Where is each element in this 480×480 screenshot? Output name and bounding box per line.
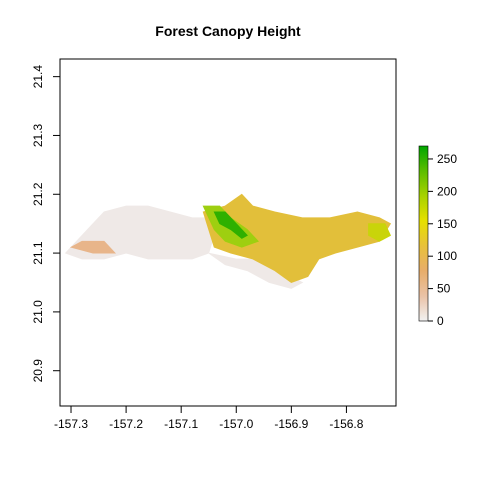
y-tick-label: 21.2 (31, 182, 45, 206)
region-central-tall-forest (213, 211, 248, 239)
legend-tick-label: 0 (437, 314, 444, 328)
x-tick-label: -157.0 (219, 417, 253, 431)
y-tick-label: 21.0 (31, 300, 45, 324)
y-tick-label: 21.3 (31, 123, 45, 147)
legend-tick-label: 100 (437, 249, 457, 263)
legend-tick-label: 50 (437, 282, 451, 296)
legend-tick-label: 250 (437, 152, 457, 166)
x-tick-label: -156.9 (274, 417, 308, 431)
legend-tick-label: 150 (437, 217, 457, 231)
color-legend: 0 50 100 150 200 250 (418, 145, 457, 328)
legend-ticks: 0 50 100 150 200 250 (428, 152, 457, 328)
y-tick-label: 21.4 (31, 65, 45, 89)
legend-tick-label: 200 (437, 184, 457, 198)
x-tick-label: -157.2 (109, 417, 143, 431)
region-central-low (208, 252, 304, 289)
x-tick-label: -157.3 (54, 417, 88, 431)
region-southwest-scrub (69, 240, 117, 254)
region-east-forest (368, 223, 392, 242)
x-axis: -157.3 -157.2 -157.1 -157.0 -156.9 -156.8 (54, 406, 364, 431)
x-tick-label: -157.1 (164, 417, 198, 431)
plot-frame (59, 58, 397, 407)
legend-color-bar (418, 145, 429, 322)
y-axis: 20.9 21.0 21.1 21.2 21.3 21.4 (31, 65, 60, 383)
map-regions (64, 193, 392, 289)
chart-title: Forest Canopy Height (155, 23, 301, 39)
y-tick-label: 20.9 (31, 359, 45, 383)
y-tick-label: 21.1 (31, 241, 45, 265)
region-east-mid (202, 193, 392, 283)
x-tick-label: -156.8 (329, 417, 363, 431)
